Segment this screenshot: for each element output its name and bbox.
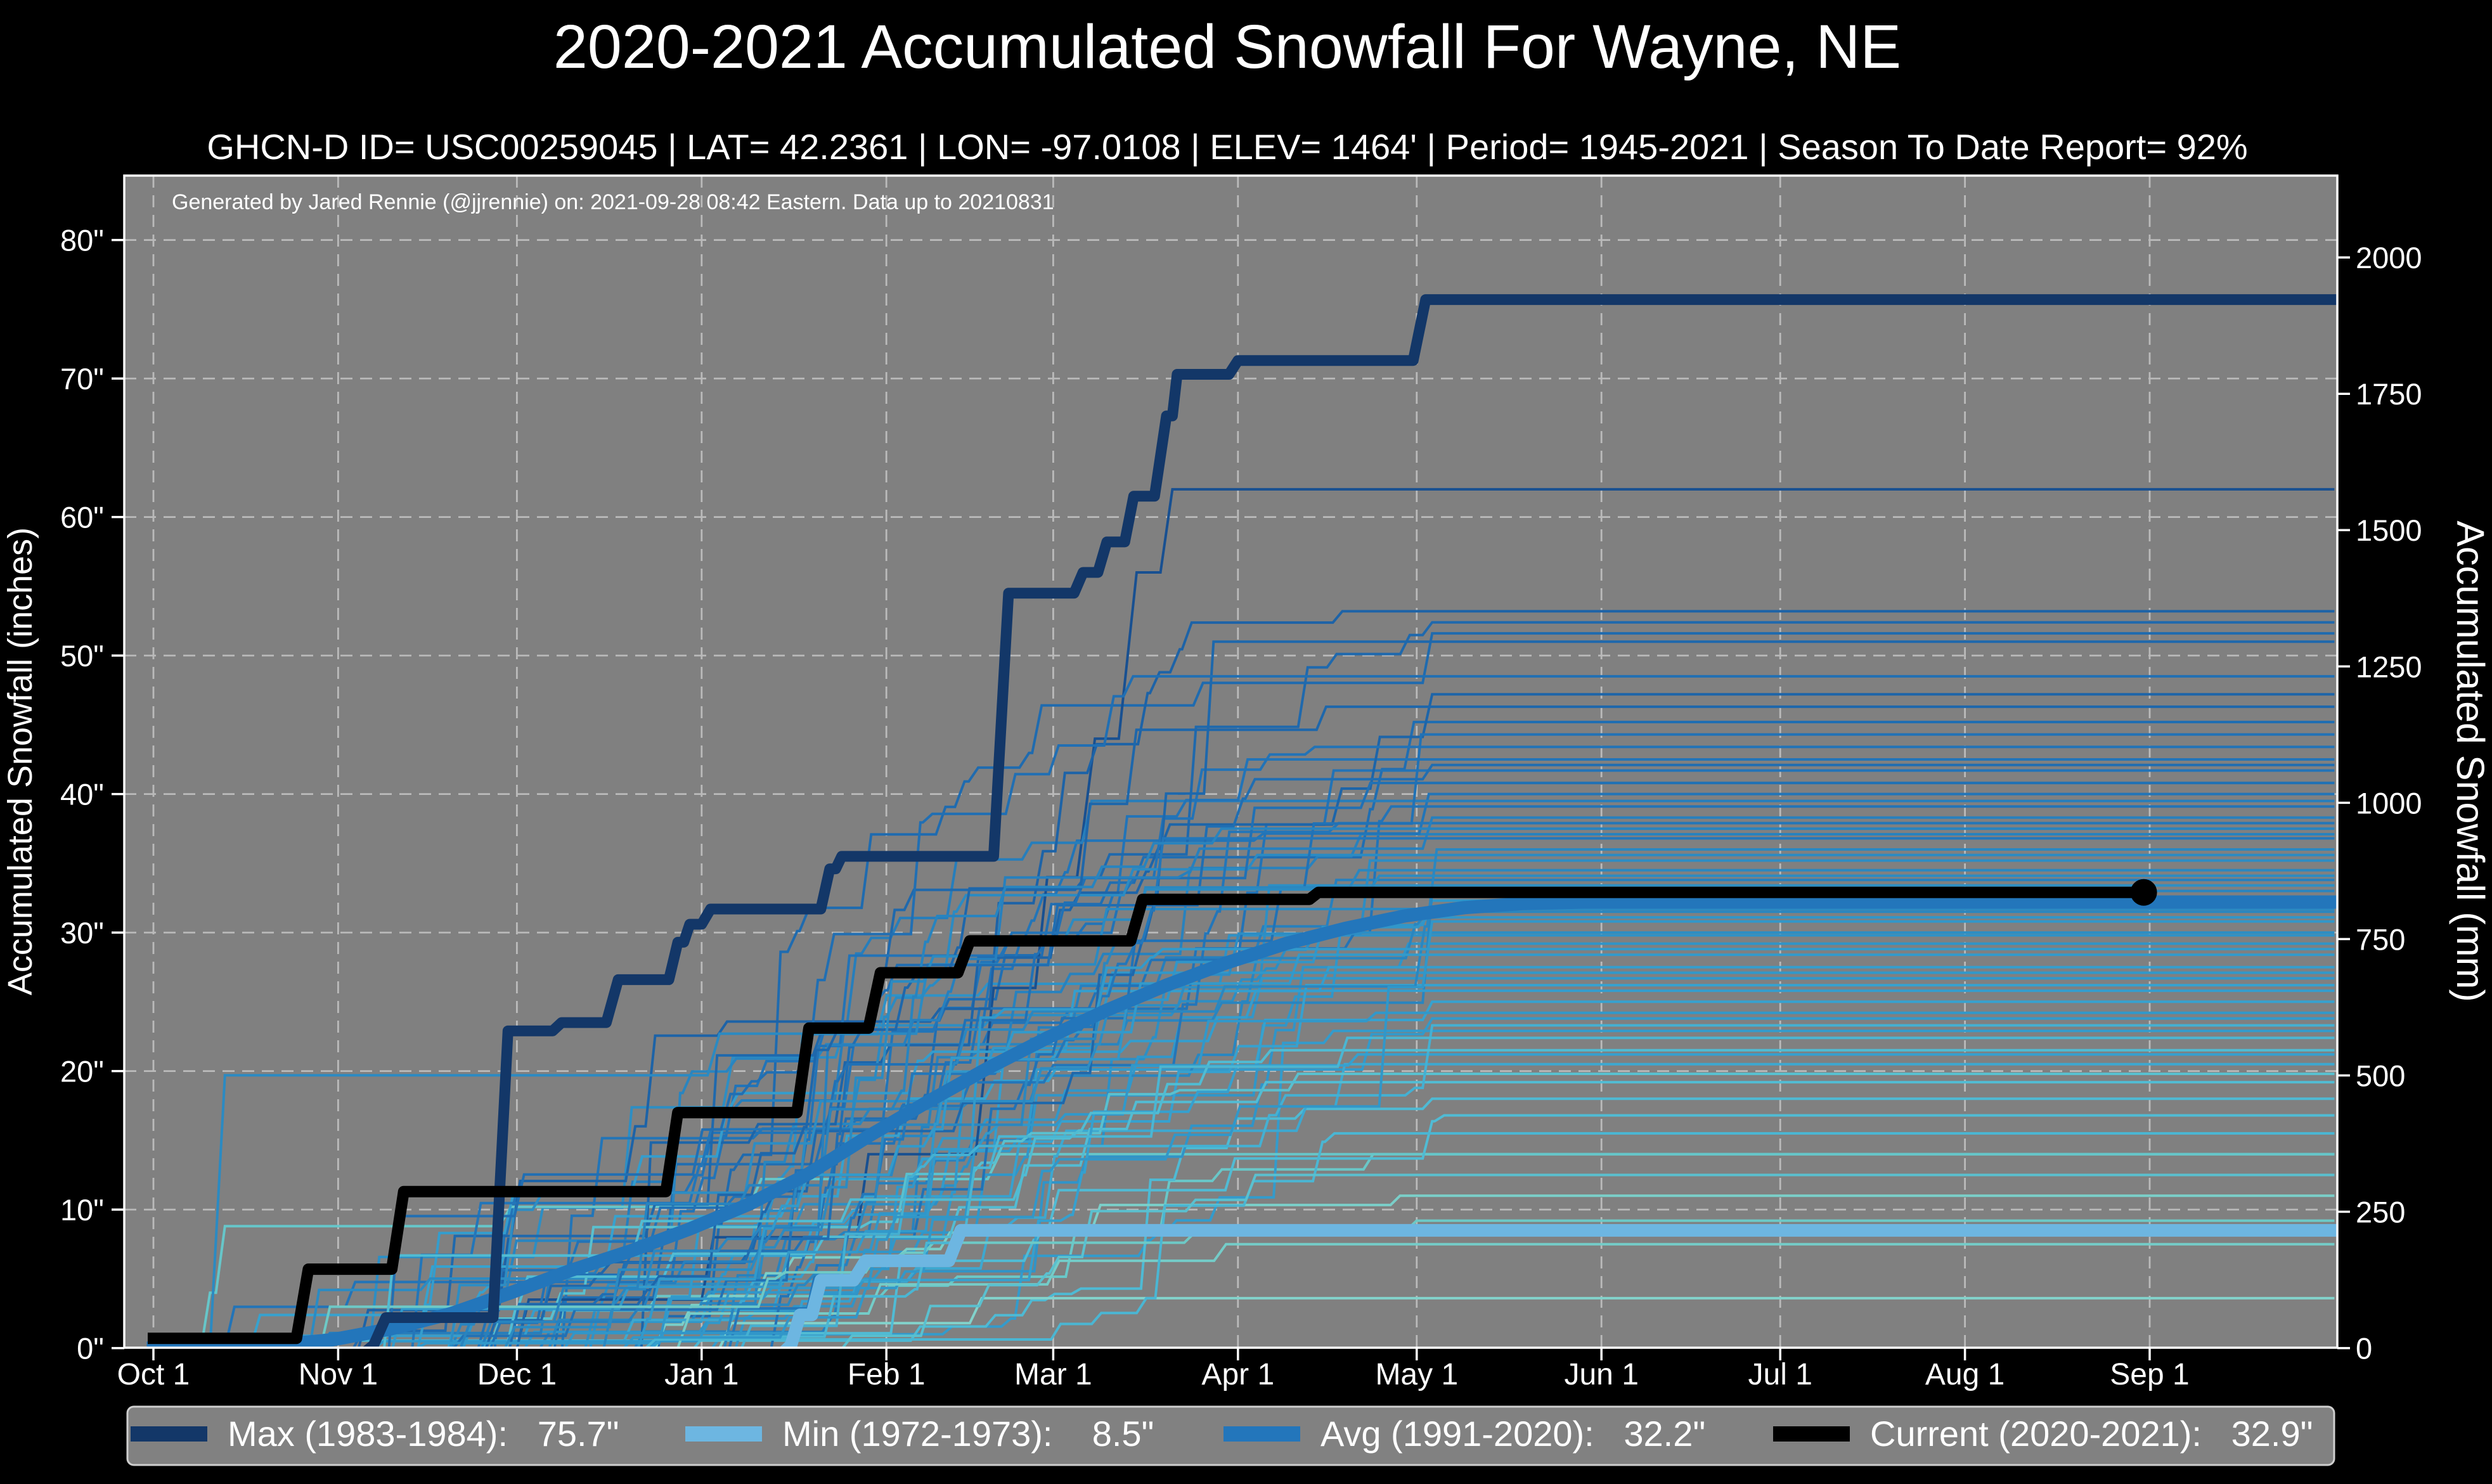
svg-text:Dec 1: Dec 1 bbox=[477, 1358, 557, 1391]
svg-text:0: 0 bbox=[2356, 1332, 2372, 1365]
svg-text:Accumulated Snowfall (mm): Accumulated Snowfall (mm) bbox=[2449, 520, 2492, 1002]
svg-text:Jun 1: Jun 1 bbox=[1564, 1358, 1638, 1391]
svg-text:50": 50" bbox=[60, 639, 104, 673]
svg-text:1750: 1750 bbox=[2356, 377, 2422, 411]
svg-text:Apr 1: Apr 1 bbox=[1201, 1358, 1274, 1391]
svg-text:Feb 1: Feb 1 bbox=[848, 1358, 926, 1391]
svg-text:1500: 1500 bbox=[2356, 513, 2422, 547]
svg-text:Jul 1: Jul 1 bbox=[1748, 1358, 1812, 1391]
svg-text:2020-2021 Accumulated Snowfall: 2020-2021 Accumulated Snowfall For Wayne… bbox=[553, 12, 1901, 81]
svg-text:0": 0" bbox=[77, 1332, 104, 1365]
svg-text:40": 40" bbox=[60, 778, 104, 811]
svg-text:Nov 1: Nov 1 bbox=[299, 1358, 378, 1391]
svg-text:2000: 2000 bbox=[2356, 241, 2422, 274]
svg-text:Avg (1991-2020): 32.2": Avg (1991-2020): 32.2" bbox=[1320, 1414, 1705, 1454]
svg-text:Min (1972-1973): 8.5": Min (1972-1973): 8.5" bbox=[782, 1414, 1154, 1454]
svg-text:1000: 1000 bbox=[2356, 786, 2422, 820]
svg-text:GHCN-D ID= USC00259045 | LAT=: GHCN-D ID= USC00259045 | LAT= 42.2361 | … bbox=[207, 127, 2247, 167]
svg-text:250: 250 bbox=[2356, 1196, 2405, 1229]
svg-text:1250: 1250 bbox=[2356, 650, 2422, 683]
svg-text:Mar 1: Mar 1 bbox=[1014, 1358, 1092, 1391]
svg-text:70": 70" bbox=[60, 362, 104, 396]
svg-text:750: 750 bbox=[2356, 922, 2405, 956]
svg-text:May 1: May 1 bbox=[1375, 1358, 1458, 1391]
svg-text:Aug 1: Aug 1 bbox=[1925, 1358, 2005, 1391]
svg-text:Accumulated Snowfall (inches): Accumulated Snowfall (inches) bbox=[1, 527, 39, 995]
svg-text:60": 60" bbox=[60, 501, 104, 534]
svg-text:Sep 1: Sep 1 bbox=[2110, 1358, 2189, 1391]
svg-text:30": 30" bbox=[60, 916, 104, 950]
svg-text:20": 20" bbox=[60, 1055, 104, 1088]
svg-text:80": 80" bbox=[60, 224, 104, 257]
svg-text:Max (1983-1984): 75.7": Max (1983-1984): 75.7" bbox=[228, 1414, 619, 1454]
svg-text:Oct 1: Oct 1 bbox=[117, 1358, 190, 1391]
svg-text:Current (2020-2021): 32.9": Current (2020-2021): 32.9" bbox=[1870, 1414, 2313, 1454]
svg-text:10": 10" bbox=[60, 1193, 104, 1227]
svg-text:Jan 1: Jan 1 bbox=[664, 1358, 739, 1391]
svg-text:Generated by Jared Rennie (@jj: Generated by Jared Rennie (@jjrennie) on… bbox=[172, 190, 1054, 214]
svg-text:500: 500 bbox=[2356, 1059, 2405, 1093]
